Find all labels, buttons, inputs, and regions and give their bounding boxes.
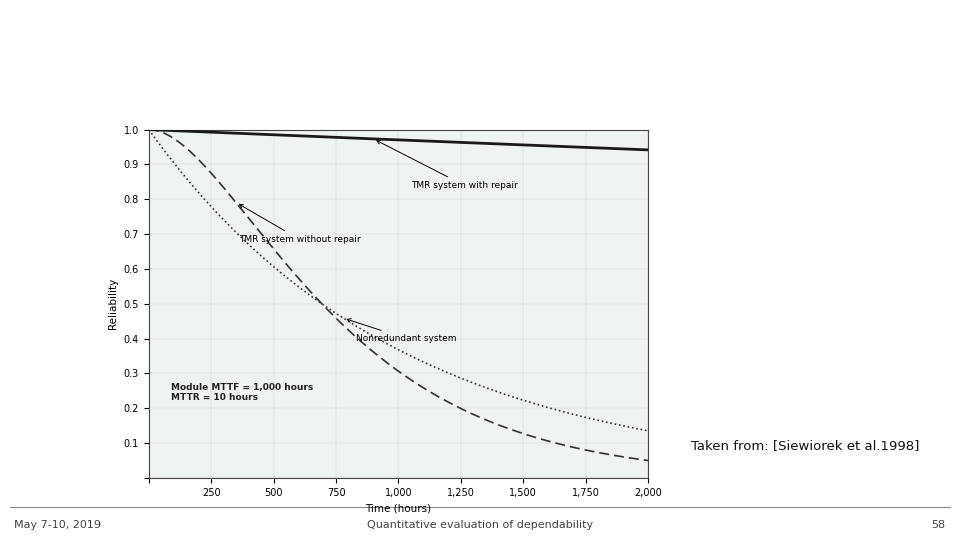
- Text: Module MTTF = 1,000 hours
MTTR = 10 hours: Module MTTF = 1,000 hours MTTR = 10 hour…: [171, 383, 314, 402]
- X-axis label: Time (hours): Time (hours): [366, 503, 431, 513]
- Text: UNIVERSITÀ DI PISA: UNIVERSITÀ DI PISA: [859, 76, 922, 81]
- Text: TMR system with repair: TMR system with repair: [377, 140, 517, 190]
- Text: May 7-10, 2019: May 7-10, 2019: [14, 520, 102, 530]
- Y-axis label: Reliability: Reliability: [108, 278, 118, 329]
- Text: Nonredundant system: Nonredundant system: [348, 319, 456, 343]
- Text: Quantitative evaluation of dependability: Quantitative evaluation of dependability: [367, 520, 593, 530]
- Text: 58: 58: [931, 520, 946, 530]
- Text: TMR system without repair: TMR system without repair: [239, 205, 360, 244]
- Text: Taken from: [Siewiorek et al.1998]: Taken from: [Siewiorek et al.1998]: [691, 439, 920, 452]
- Text: Comparison with nonredundant system and TMR without repair: Comparison with nonredundant system and …: [14, 32, 809, 57]
